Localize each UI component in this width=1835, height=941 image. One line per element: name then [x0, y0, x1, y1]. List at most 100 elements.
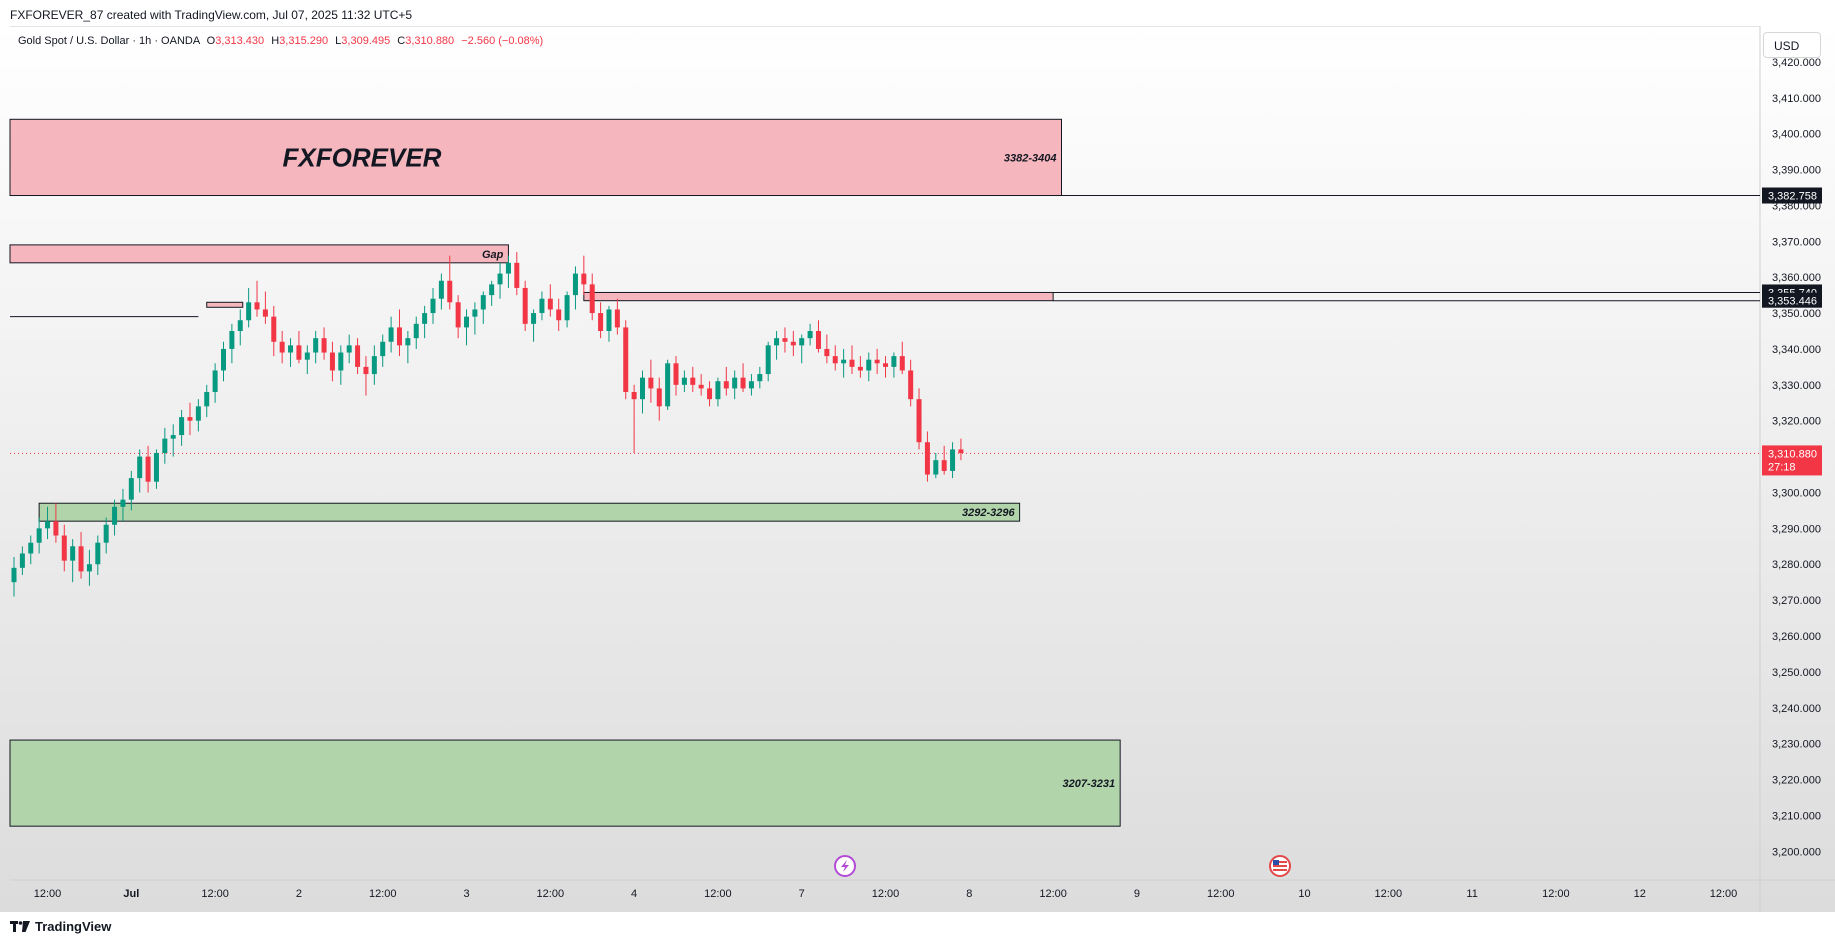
countdown-text: 27:18 — [1768, 461, 1796, 473]
high-value: 3,315.290 — [279, 35, 329, 47]
candle — [640, 370, 645, 414]
candle — [815, 320, 821, 353]
candle-body — [924, 442, 930, 475]
zone-supply-0[interactable] — [9, 118, 1062, 197]
candle — [950, 442, 956, 479]
candle-body — [380, 341, 386, 357]
candle-body — [564, 295, 570, 321]
candle — [430, 287, 436, 324]
candle — [539, 291, 545, 321]
candle-body — [681, 377, 687, 385]
candle — [464, 309, 470, 346]
candle — [405, 331, 411, 364]
candle — [832, 345, 838, 371]
time-axis[interactable]: 12:00 Jul 12:00 2 12:00 3 12:00 4 12:00 7 12:00 8 12… — [34, 888, 1738, 900]
candle — [86, 549, 92, 586]
candle — [346, 334, 352, 364]
current-price-badge-bg — [1762, 445, 1822, 476]
candle-body — [950, 449, 956, 471]
candle — [740, 363, 746, 392]
candle — [388, 316, 394, 353]
candle-body — [782, 338, 788, 342]
candle — [874, 348, 880, 375]
candle-body — [631, 392, 637, 400]
candle — [807, 323, 813, 346]
tradingview-logo[interactable]: TradingView — [10, 919, 111, 934]
zone-label: 3382-3404 — [1004, 152, 1057, 164]
prior-high-box — [206, 301, 244, 308]
candle-body — [438, 280, 444, 299]
candle-body — [531, 313, 537, 324]
candle-body — [640, 377, 645, 400]
low-label: L — [335, 35, 342, 47]
level-badge-bg — [1762, 292, 1822, 308]
candle-body — [53, 521, 59, 536]
candle-body — [70, 546, 76, 561]
footer-bar: TradingView — [0, 912, 1835, 941]
candle-body — [665, 363, 671, 407]
candle — [137, 449, 143, 493]
zone-demand-4[interactable] — [9, 739, 1121, 827]
currency-selector[interactable]: USD — [1763, 32, 1821, 58]
x-tick-label: 2 — [296, 888, 302, 900]
price-axis[interactable]: 3,420.0003,410.0003,400.0003,390.0003,38… — [1772, 57, 1821, 858]
candle-body — [371, 356, 377, 375]
candle-body — [229, 331, 235, 349]
candle — [45, 506, 51, 540]
candle-body — [145, 456, 151, 482]
zone-demand-3[interactable] — [38, 502, 1021, 522]
candle-body — [815, 331, 821, 349]
candle-body — [455, 302, 461, 328]
candle — [212, 363, 218, 403]
candle-body — [447, 280, 453, 303]
candle — [170, 424, 176, 457]
candle — [748, 374, 754, 396]
candle-body — [539, 298, 545, 314]
candle-body — [78, 546, 84, 572]
candle — [690, 366, 696, 392]
y-tick-label: 3,400.000 — [1772, 129, 1821, 141]
candle — [355, 338, 361, 375]
candle — [237, 309, 243, 346]
candle — [556, 298, 562, 331]
zone-supply-2[interactable] — [583, 291, 1054, 302]
us-flag-event-icon[interactable] — [1269, 855, 1291, 877]
candle-body — [179, 417, 185, 436]
y-tick-label: 3,350.000 — [1772, 308, 1821, 320]
close-label: C — [397, 35, 406, 47]
candle — [723, 366, 729, 396]
candle — [916, 388, 922, 450]
candle — [380, 334, 386, 367]
x-tick-label: 12:00 — [537, 888, 565, 900]
candle-body — [254, 302, 260, 310]
y-tick-label: 3,370.000 — [1772, 236, 1821, 248]
candle — [790, 331, 796, 357]
candle-body — [271, 316, 277, 342]
low-value: 3,309.495 — [341, 35, 391, 47]
candle — [422, 305, 428, 339]
zone-supply-1[interactable] — [9, 244, 509, 264]
x-tick-label: 12:00 — [1710, 888, 1738, 900]
candle — [53, 503, 59, 543]
candle — [112, 499, 118, 536]
candle-body — [489, 284, 495, 296]
candle-body — [430, 298, 436, 314]
x-tick-label: 12:00 — [1039, 888, 1067, 900]
levels-layer — [10, 195, 1760, 454]
candle — [95, 535, 101, 575]
symbol-label[interactable]: Gold Spot / U.S. Dollar · 1h · OANDA — [18, 35, 200, 47]
lightning-event-icon[interactable] — [834, 855, 856, 877]
candle-body — [807, 331, 813, 339]
x-tick-label: 12:00 — [704, 888, 732, 900]
candle — [941, 445, 947, 475]
candle-body — [841, 359, 847, 364]
candle-body — [19, 553, 25, 568]
candle — [824, 334, 830, 364]
candle-body — [112, 506, 118, 525]
candle-body — [883, 363, 889, 367]
x-tick-label: 7 — [799, 888, 805, 900]
ohlc-legend: Gold Spot / U.S. Dollar · 1h · OANDA O3,… — [18, 35, 543, 47]
candle — [589, 273, 595, 321]
candle — [891, 352, 897, 378]
